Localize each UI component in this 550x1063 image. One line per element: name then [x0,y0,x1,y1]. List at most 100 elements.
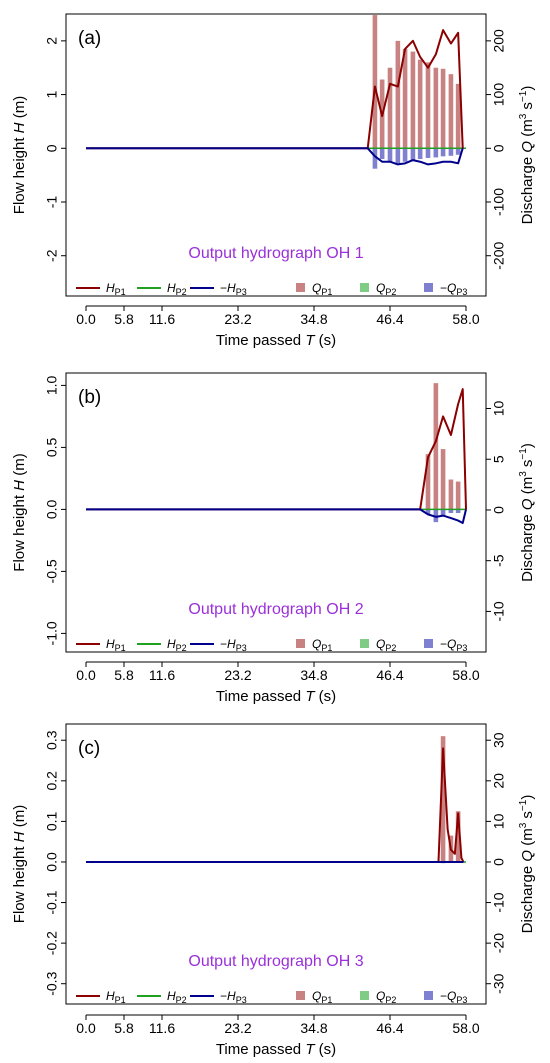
legend-qp3-swatch [424,639,433,648]
legend: HP1 HP2 −HP3 QP1 QP2 −QP3 [76,989,467,1005]
legend-qp3-swatch [424,283,433,292]
bar-qp1 [433,67,439,149]
bar-qp3 [455,148,461,155]
y-left-label: Flow height H (m) [11,805,28,923]
bar-qp1 [387,67,393,149]
bar-qp1 [440,449,446,510]
line-hp1 [86,388,467,511]
y-right-tick-label: -100 [491,188,507,216]
y-right-tick-label: 100 [491,83,507,107]
y-left-tick-label: -2 [44,249,60,262]
legend-qp2-label: QP2 [376,989,396,1005]
x-axis-label: Time passed T (s) [216,332,336,349]
y-left-label: Flow height H (m) [11,96,28,214]
bar-qp3 [410,148,416,161]
x-tick-label: 46.4 [376,311,403,327]
y-right-tick-label: -20 [491,933,507,953]
bar-qp3 [425,148,431,158]
plot-frame [65,723,487,1005]
legend-hp1-label: HP1 [106,637,126,653]
y-right-tick-label: 20 [491,773,507,789]
x-tick-label: 23.2 [224,1020,251,1036]
x-tick-label: 0.0 [76,1020,96,1036]
y-right-tick-label: -10 [491,892,507,912]
x-tick-label: 34.8 [300,1020,327,1036]
panel-label: (c) [78,738,100,759]
bar-qp3 [433,148,439,158]
y-left-tick-label: 0 [44,144,60,152]
line-hp3 [86,508,467,525]
y-left-tick-label: 0.5 [44,437,60,457]
x-tick-label: 0.0 [76,667,96,683]
bar-qp1 [417,59,423,149]
x-tick-label: 0.0 [76,311,96,327]
legend-hp2-label: HP2 [167,637,187,653]
y-left-tick-label: -0.2 [44,931,60,955]
x-tick-label: 46.4 [376,667,403,683]
y-left-tick-label: 0.2 [44,771,60,791]
y-left-tick-label: 0.0 [44,852,60,872]
y-left-tick-label: 0.1 [44,811,60,831]
y-left-tick-label: 0.0 [44,499,60,519]
bar-qp1 [402,48,408,149]
hydrograph-annotation: Output hydrograph OH 2 [188,601,363,618]
legend-qp1-label: QP1 [312,637,332,653]
bar-qp1 [455,83,461,149]
y-left-tick-label: -0.1 [44,890,60,914]
bar-qp1 [440,68,446,149]
legend-hp3-label: −HP3 [220,637,247,653]
panel-3: -0.3 -0.2 -0.1 0.0 0.1 0.2 0.3 -30 -20 -10 0 10 20 30… [11,723,536,1058]
panel-label: (b) [78,387,101,408]
x-tick-label: 5.8 [114,667,134,683]
legend-hp1-label: HP1 [106,989,126,1005]
legend-hp1-label: HP1 [106,281,126,297]
y-right-tick-label: -200 [491,241,507,269]
bar-qp3 [372,148,378,169]
y-left-tick-label: -1 [44,196,60,209]
x-tick-label: 5.8 [114,311,134,327]
y-right-tick-label: 0 [491,858,507,866]
bar-qp3 [402,148,408,162]
x-axis-label: Time passed T (s) [216,688,336,705]
x-tick-label: 11.6 [149,311,175,327]
bar-qp1 [455,481,461,510]
hydrograph-annotation: Output hydrograph OH 1 [188,245,363,262]
line-hp3 [86,147,464,166]
legend-qp2-swatch [360,283,369,292]
x-tick-label: 11.6 [149,1020,175,1036]
bar-qp3 [379,148,385,160]
legend-hp3-label: −HP3 [220,281,247,297]
legend-qp3-swatch [424,991,433,1000]
bar-qp1 [395,40,401,149]
hydrograph-annotation: Output hydrograph OH 3 [188,953,363,970]
legend-qp1-swatch [296,639,305,648]
bar-qp1 [425,62,431,149]
line-hp1 [86,747,465,863]
legend-qp3-label: −QP3 [440,281,467,297]
plot-frame [65,372,487,653]
y-right-tick-label: -10 [491,601,507,621]
panel-2: -1.0 -0.5 0.0 0.5 1.0 -10 -5 0 5 10 0.0 5.8 11.6 23.2… [11,372,536,705]
y-right-tick-label: 0 [491,506,507,514]
y-right-tick-label: 5 [491,455,507,463]
bar-qp3 [448,509,454,514]
y-right-label: Discharge Q (m3 s−1) [518,795,536,934]
bar-qp1 [410,51,416,149]
x-tick-label: 11.6 [149,667,175,683]
bar-qp3 [455,509,461,514]
y-left-tick-label: 2 [44,37,60,45]
y-left-tick-label: 0.3 [44,730,60,750]
y-right-tick-label: 10 [491,813,507,829]
y-right-tick-label: -30 [491,973,507,993]
bar-qp1 [448,74,454,149]
bar-qp1 [440,736,446,862]
bar-qp1 [448,479,454,510]
x-tick-label: 23.2 [224,667,251,683]
x-tick-label: 46.4 [376,1020,403,1036]
bar-qp3 [425,509,431,515]
x-axis-label: Time passed T (s) [216,1041,336,1058]
bar-qp3 [448,148,454,156]
bar-qp1 [433,383,439,510]
y-left-tick-label: 1.0 [44,375,60,395]
